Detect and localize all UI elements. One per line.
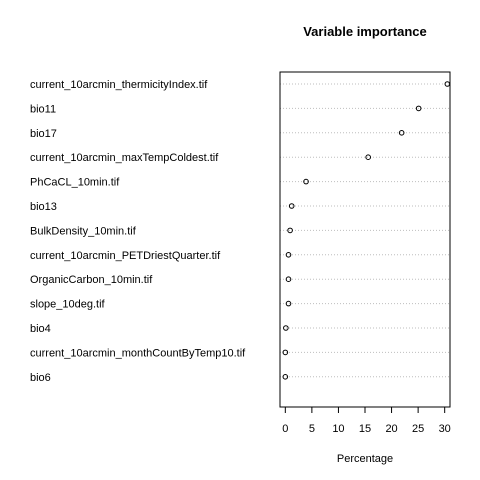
- variable-label: bio6: [30, 372, 51, 384]
- data-point: [282, 349, 289, 356]
- data-point: [285, 300, 292, 307]
- data-point: [282, 374, 289, 380]
- variable-label: current_10arcmin_PETDriestQuarter.tif: [30, 250, 221, 262]
- variable-label: bio11: [30, 103, 56, 115]
- data-point: [303, 178, 309, 185]
- plot-frame: [279, 71, 451, 408]
- variable-label: bio17: [30, 128, 57, 140]
- x-axis: 0 5 10 15 20 25 30: [282, 406, 451, 435]
- x-tick-label: 0: [282, 423, 288, 435]
- variable-label: OrganicCarbon_10min.tif: [30, 274, 153, 286]
- grid-lines: [280, 83, 450, 378]
- variable-label: current_10arcmin_thermicityIndex.tif: [30, 79, 208, 91]
- variable-label: bio13: [30, 201, 57, 213]
- x-tick-label: 25: [412, 423, 424, 435]
- data-point: [283, 325, 289, 331]
- x-tick-label: 20: [385, 423, 397, 435]
- x-tick-label: 30: [439, 423, 451, 435]
- variable-label: slope_10deg.tif: [30, 299, 106, 311]
- x-axis-title: Percentage: [337, 453, 393, 465]
- data-point: [398, 130, 405, 136]
- x-tick-label: 10: [332, 423, 344, 435]
- data-point: [444, 81, 451, 87]
- x-tick-label: 5: [309, 423, 315, 435]
- variable-label: PhCaCL_10min.tif: [30, 177, 120, 189]
- variable-label: bio4: [30, 323, 51, 335]
- variable-label: current_10arcmin_maxTempColdest.tif: [30, 152, 219, 164]
- data-point: [285, 276, 292, 283]
- data-point: [285, 252, 292, 258]
- x-tick-label: 15: [359, 423, 371, 435]
- data-point: [365, 154, 371, 160]
- data-point: [287, 227, 293, 234]
- variable-label: current_10arcmin_monthCountByTemp10.tif: [30, 347, 246, 359]
- data-point: [288, 203, 295, 209]
- chart-title: Variable importance: [303, 24, 427, 39]
- variable-label: BulkDensity_10min.tif: [30, 225, 137, 237]
- data-point: [415, 105, 422, 112]
- data-points: [282, 81, 451, 380]
- variable-labels: current_10arcmin_thermicityIndex.tif bio1…: [30, 79, 246, 384]
